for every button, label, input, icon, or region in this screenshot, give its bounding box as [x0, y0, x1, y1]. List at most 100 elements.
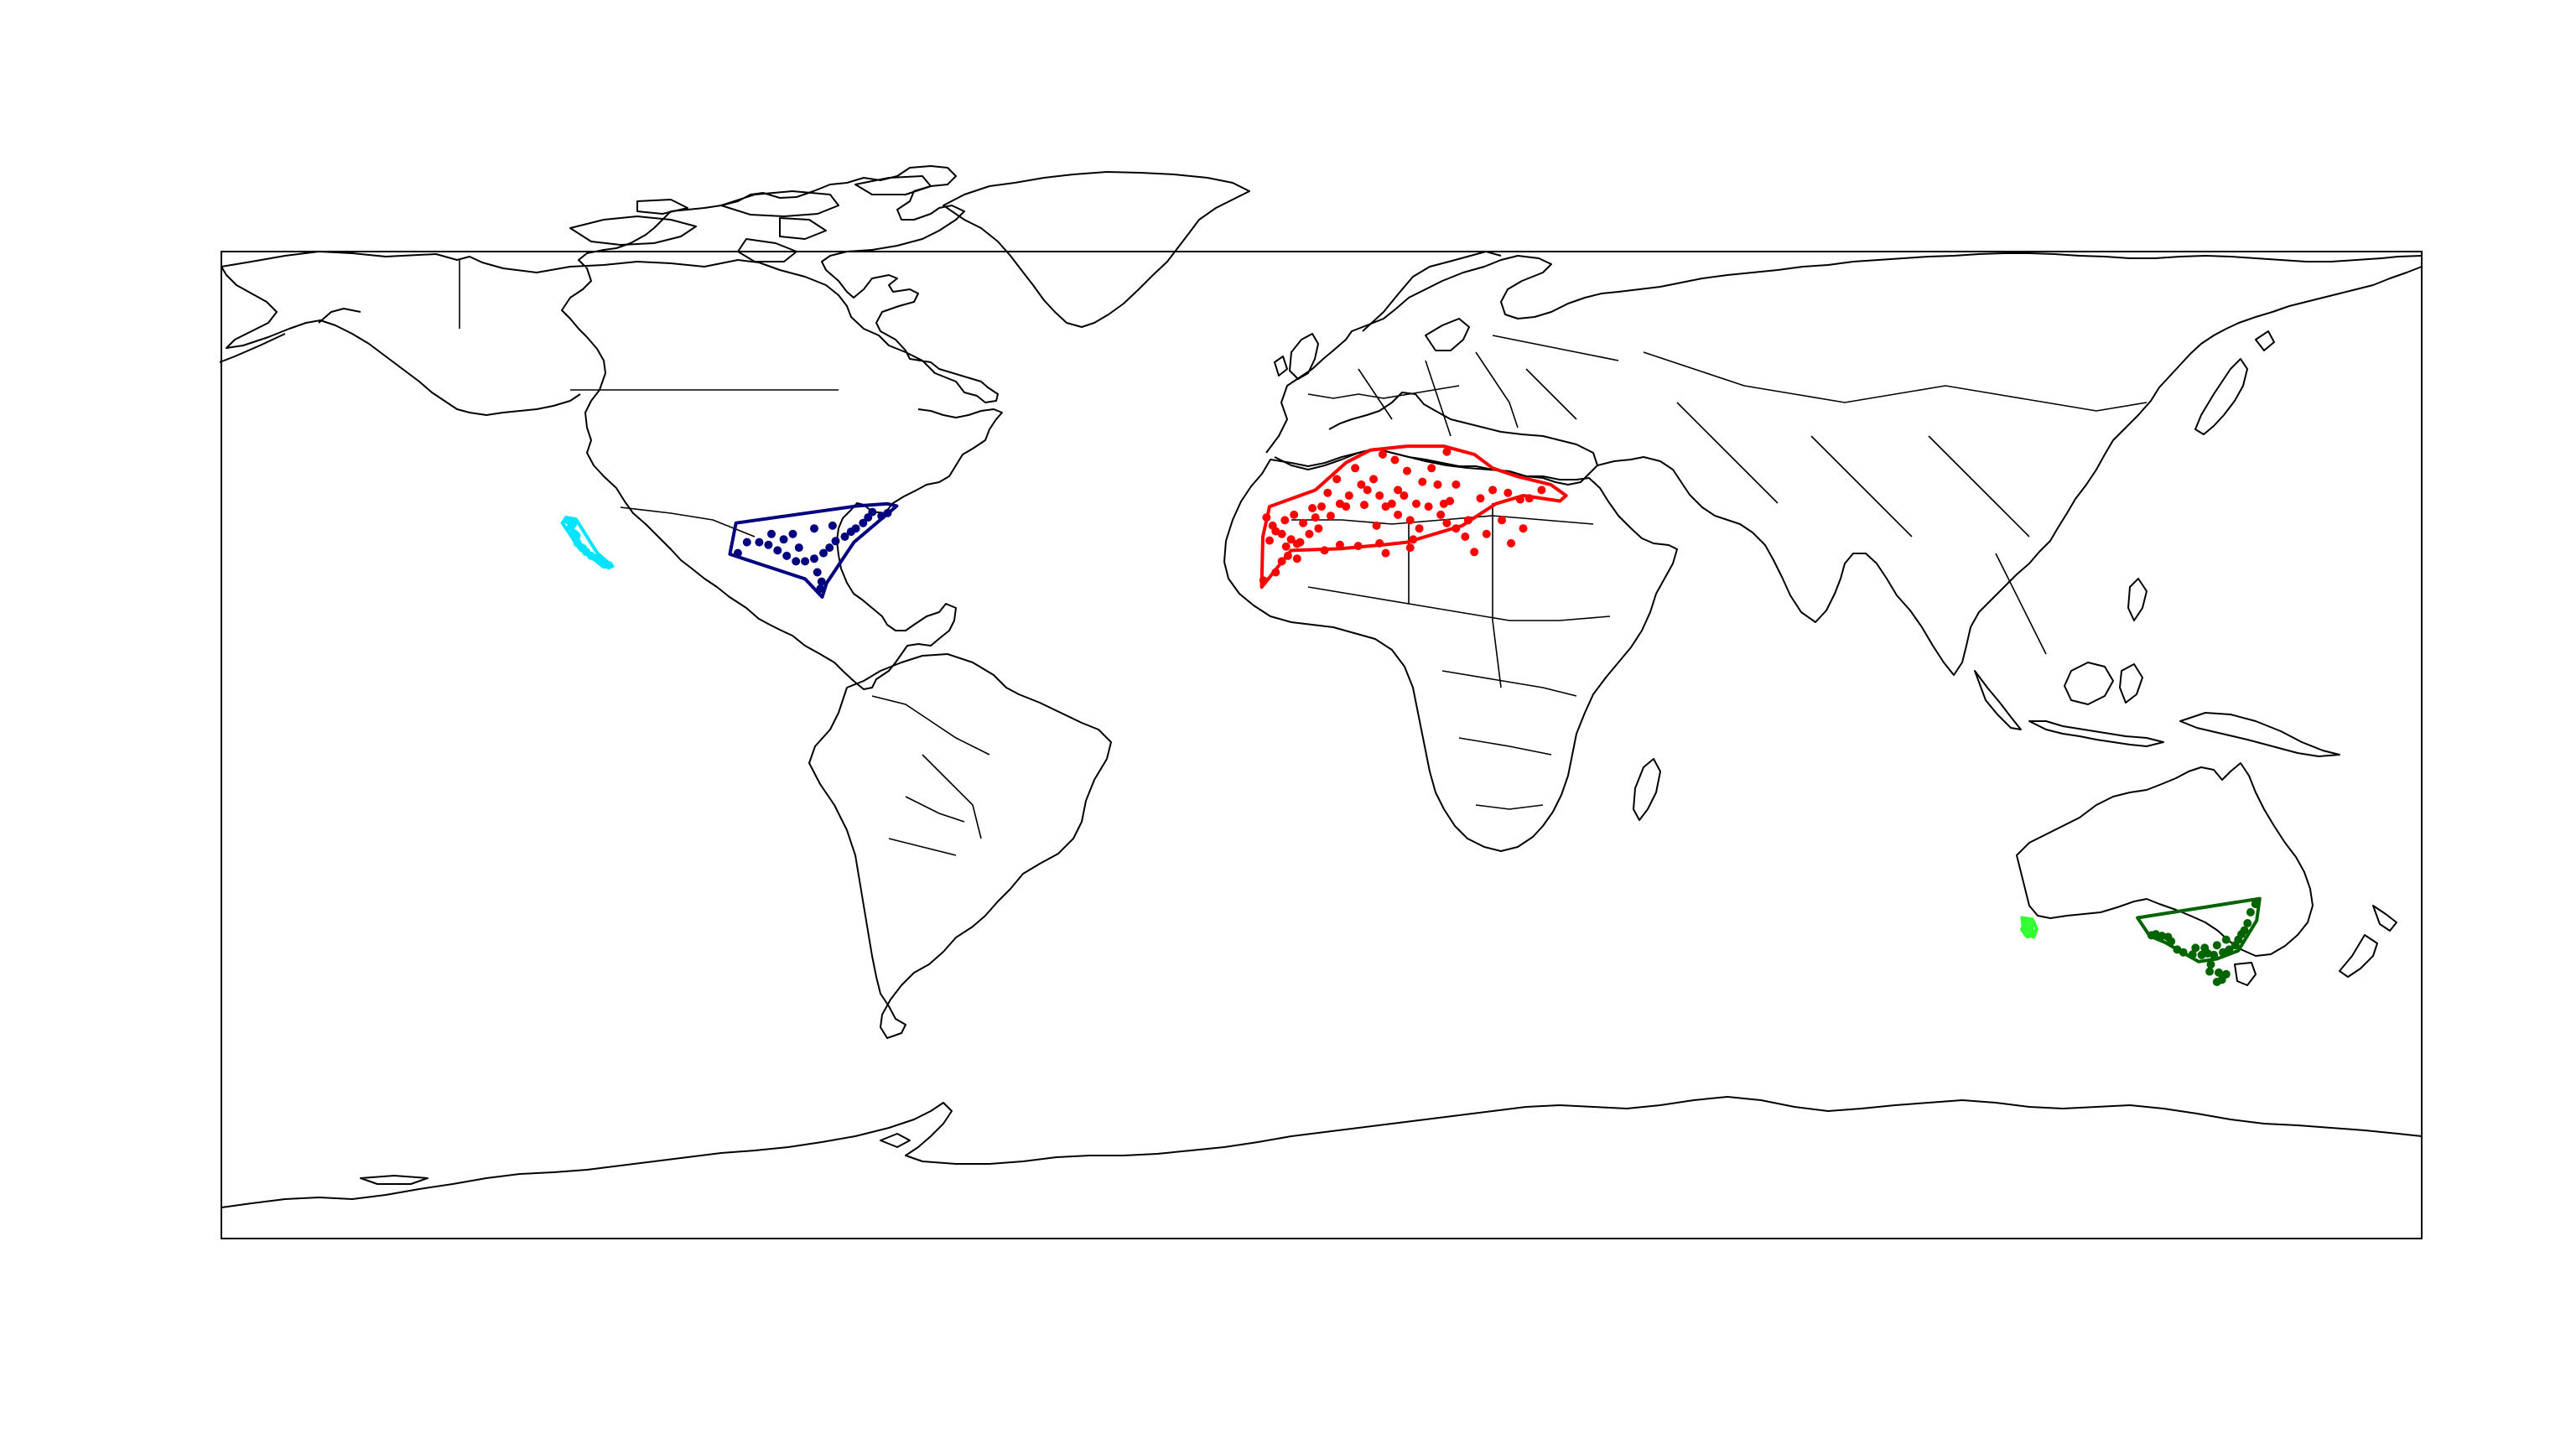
occurrence-point-europe-mediterranean-14	[1344, 491, 1353, 500]
occurrence-point-eastern-north-america-27	[767, 529, 776, 538]
occurrence-point-eastern-north-america-15	[755, 538, 764, 547]
occurrence-point-europe-mediterranean-70	[1442, 447, 1452, 456]
coast-africa	[1223, 448, 1678, 852]
occurrence-point-europe-mediterranean-76	[1515, 495, 1524, 504]
occurrence-point-europe-mediterranean-42	[1488, 486, 1498, 495]
occurrence-point-europe-mediterranean-66	[1317, 502, 1326, 512]
occurrence-point-europe-mediterranean-28	[1412, 499, 1420, 508]
border-africa	[1291, 503, 1611, 810]
occurrence-point-europe-mediterranean-6	[1311, 513, 1320, 522]
occurrence-point-eastern-north-america-19	[813, 568, 822, 577]
occurrence-point-europe-mediterranean-7	[1326, 512, 1335, 521]
occurrence-point-europe-mediterranean-31	[1442, 518, 1452, 527]
occurrence-point-europe-mediterranean-45	[1537, 486, 1546, 495]
occurrence-point-europe-mediterranean-8	[1305, 529, 1314, 538]
occurrence-point-europe-mediterranean-27	[1400, 491, 1409, 500]
occurrence-point-europe-mediterranean-25	[1409, 535, 1418, 544]
coast-europe	[1265, 252, 2423, 454]
occurrence-point-europe-mediterranean-51	[1405, 543, 1415, 553]
occurrence-point-europe-mediterranean-32	[1452, 524, 1461, 533]
occurrence-point-southeast-australia-5	[2219, 948, 2228, 957]
occurrence-point-southeast-australia-19	[2243, 919, 2252, 927]
occurrence-point-southwest-australia-5	[2028, 919, 2036, 927]
occurrence-point-eastern-north-america-20	[817, 577, 826, 586]
occurrence-point-europe-mediterranean-73	[1360, 501, 1368, 510]
occurrence-point-europe-mediterranean-18	[1363, 486, 1372, 495]
occurrence-point-europe-mediterranean-34	[1463, 516, 1472, 525]
occurrence-point-southeast-australia-16	[2147, 931, 2156, 940]
occurrence-point-eastern-north-america-23	[883, 508, 892, 517]
occurrence-point-europe-mediterranean-46	[1498, 516, 1506, 525]
occurrence-point-southeast-australia-17	[2246, 907, 2255, 917]
occurrence-point-europe-mediterranean-10	[1271, 527, 1280, 536]
border-asia	[1643, 351, 2148, 655]
occurrence-point-europe-mediterranean-52	[1283, 551, 1292, 560]
occurrence-point-europe-mediterranean-60	[1375, 538, 1384, 548]
coast-tasmania	[2234, 962, 2257, 986]
occurrence-point-eastern-north-america-6	[831, 537, 840, 546]
occurrence-point-europe-mediterranean-16	[1332, 475, 1342, 484]
occurrence-point-europe-mediterranean-11	[1262, 513, 1271, 522]
occurrence-point-europe-mediterranean-41	[1476, 494, 1485, 503]
occurrence-point-eastern-north-america-28	[733, 548, 742, 558]
occurrence-group-southeast-australia	[2136, 896, 2262, 986]
occurrence-point-europe-mediterranean-68	[1378, 449, 1387, 459]
coast-antarctic-islands	[360, 1133, 911, 1185]
occurrence-point-europe-mediterranean-24	[1372, 521, 1381, 530]
coast-new-zealand	[2339, 905, 2397, 978]
occurrence-point-eastern-north-america-25	[810, 524, 818, 533]
occurrence-point-europe-mediterranean-43	[1504, 488, 1513, 497]
occurrence-point-southeast-australia-3	[2231, 941, 2240, 950]
occurrence-point-southwest-australia-7	[2028, 928, 2038, 937]
occurrence-point-europe-mediterranean-13	[1323, 488, 1332, 497]
occurrence-point-southeast-australia-8	[2197, 950, 2206, 959]
occurrence-point-europe-mediterranean-15	[1357, 480, 1366, 489]
occurrence-point-southeast-australia-25	[2215, 968, 2223, 977]
occurrence-group-eastern-north-america	[728, 501, 899, 599]
occurrence-point-europe-mediterranean-17	[1351, 464, 1360, 473]
occurrence-point-europe-mediterranean-58	[1335, 540, 1344, 549]
occurrence-point-europe-mediterranean-30	[1436, 510, 1446, 519]
occurrence-point-western-north-america-13	[572, 531, 581, 540]
occurrence-point-eastern-north-america-24	[828, 521, 837, 530]
coast-british-isles	[1274, 333, 1319, 380]
occurrence-point-southeast-australia-21	[2212, 941, 2221, 950]
coast-japan	[2194, 330, 2275, 435]
occurrence-point-europe-mediterranean-75	[1439, 499, 1448, 508]
occurrence-point-europe-mediterranean-19	[1375, 491, 1384, 500]
coast-southeast-asia	[1974, 578, 2340, 757]
occurrence-point-europe-mediterranean-29	[1424, 502, 1433, 512]
occurrence-point-europe-mediterranean-56	[1292, 554, 1301, 564]
border-south-america	[871, 695, 990, 856]
occurrence-point-western-north-america-14	[579, 544, 588, 553]
map-frame	[221, 251, 2423, 1239]
occurrence-point-eastern-north-america-7	[825, 543, 834, 553]
coast-mediterranean	[1274, 392, 1598, 486]
occurrence-point-eastern-north-america-1	[864, 513, 873, 522]
coast-south-america	[808, 653, 1112, 1039]
occurrence-point-eastern-north-america-18	[794, 543, 803, 553]
occurrence-point-southeast-australia-20	[2221, 935, 2231, 944]
occurrence-point-europe-mediterranean-67	[1308, 504, 1317, 512]
occurrence-point-europe-mediterranean-22	[1405, 516, 1415, 525]
occurrence-point-eastern-north-america-13	[773, 546, 782, 555]
occurrence-point-southeast-australia-18	[2251, 900, 2260, 909]
occurrence-point-eastern-north-america-21	[816, 584, 825, 594]
occurrence-point-europe-mediterranean-55	[1259, 576, 1268, 585]
occurrence-point-europe-mediterranean-62	[1265, 536, 1274, 545]
occurrence-point-europe-mediterranean-38	[1403, 466, 1411, 475]
occurrence-point-eastern-north-america-26	[788, 529, 797, 538]
occurrence-point-europe-mediterranean-40	[1452, 480, 1461, 489]
occurrence-point-europe-mediterranean-74	[1381, 502, 1390, 512]
occurrence-point-europe-mediterranean-64	[1292, 539, 1301, 548]
occurrence-point-europe-mediterranean-48	[1519, 524, 1528, 533]
occurrence-point-eastern-north-america-8	[819, 548, 828, 558]
occurrence-group-europe-mediterranean	[1259, 444, 1568, 589]
country-borders	[459, 260, 2148, 856]
coast-asia	[1597, 266, 2423, 676]
occurrence-point-southwest-australia-6	[2020, 925, 2029, 934]
occurrence-point-europe-mediterranean-4	[1299, 518, 1308, 527]
occurrence-point-europe-mediterranean-53	[1277, 557, 1286, 566]
occurrence-point-southeast-australia-28	[2221, 969, 2231, 979]
occurrence-point-europe-mediterranean-61	[1381, 548, 1390, 558]
